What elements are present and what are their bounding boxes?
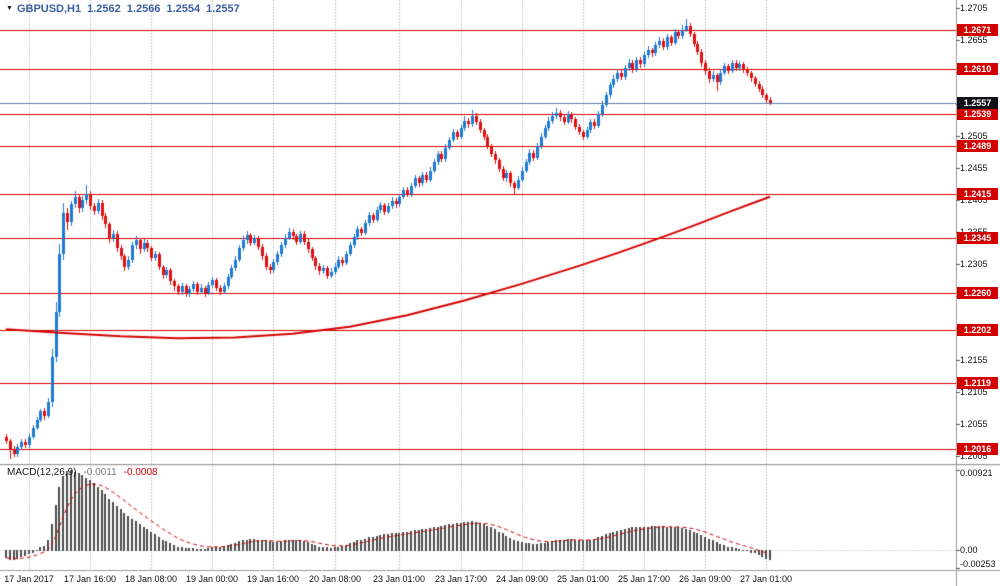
ohlc-low: 1.2554 (166, 3, 201, 15)
ohlc-high: 1.2566 (126, 3, 161, 15)
macd-value: -0.0011 (83, 467, 117, 478)
ohlc-open: 1.2562 (87, 3, 121, 15)
dropdown-arrow-icon: ▼ (6, 5, 13, 12)
chart-title: ▼ GBPUSD,H1 1.2562 1.2566 1.2554 1.2557 (6, 3, 240, 15)
symbol-period-label: GBPUSD,H1 (16, 3, 82, 15)
ohlc-close: 1.2557 (206, 3, 240, 15)
macd-signal-value: -0.0008 (123, 467, 158, 478)
macd-name: MACD(12,26,9) (7, 467, 77, 478)
macd-indicator-label: MACD(12,26,9) -0.0011 -0.0008 (7, 467, 158, 478)
